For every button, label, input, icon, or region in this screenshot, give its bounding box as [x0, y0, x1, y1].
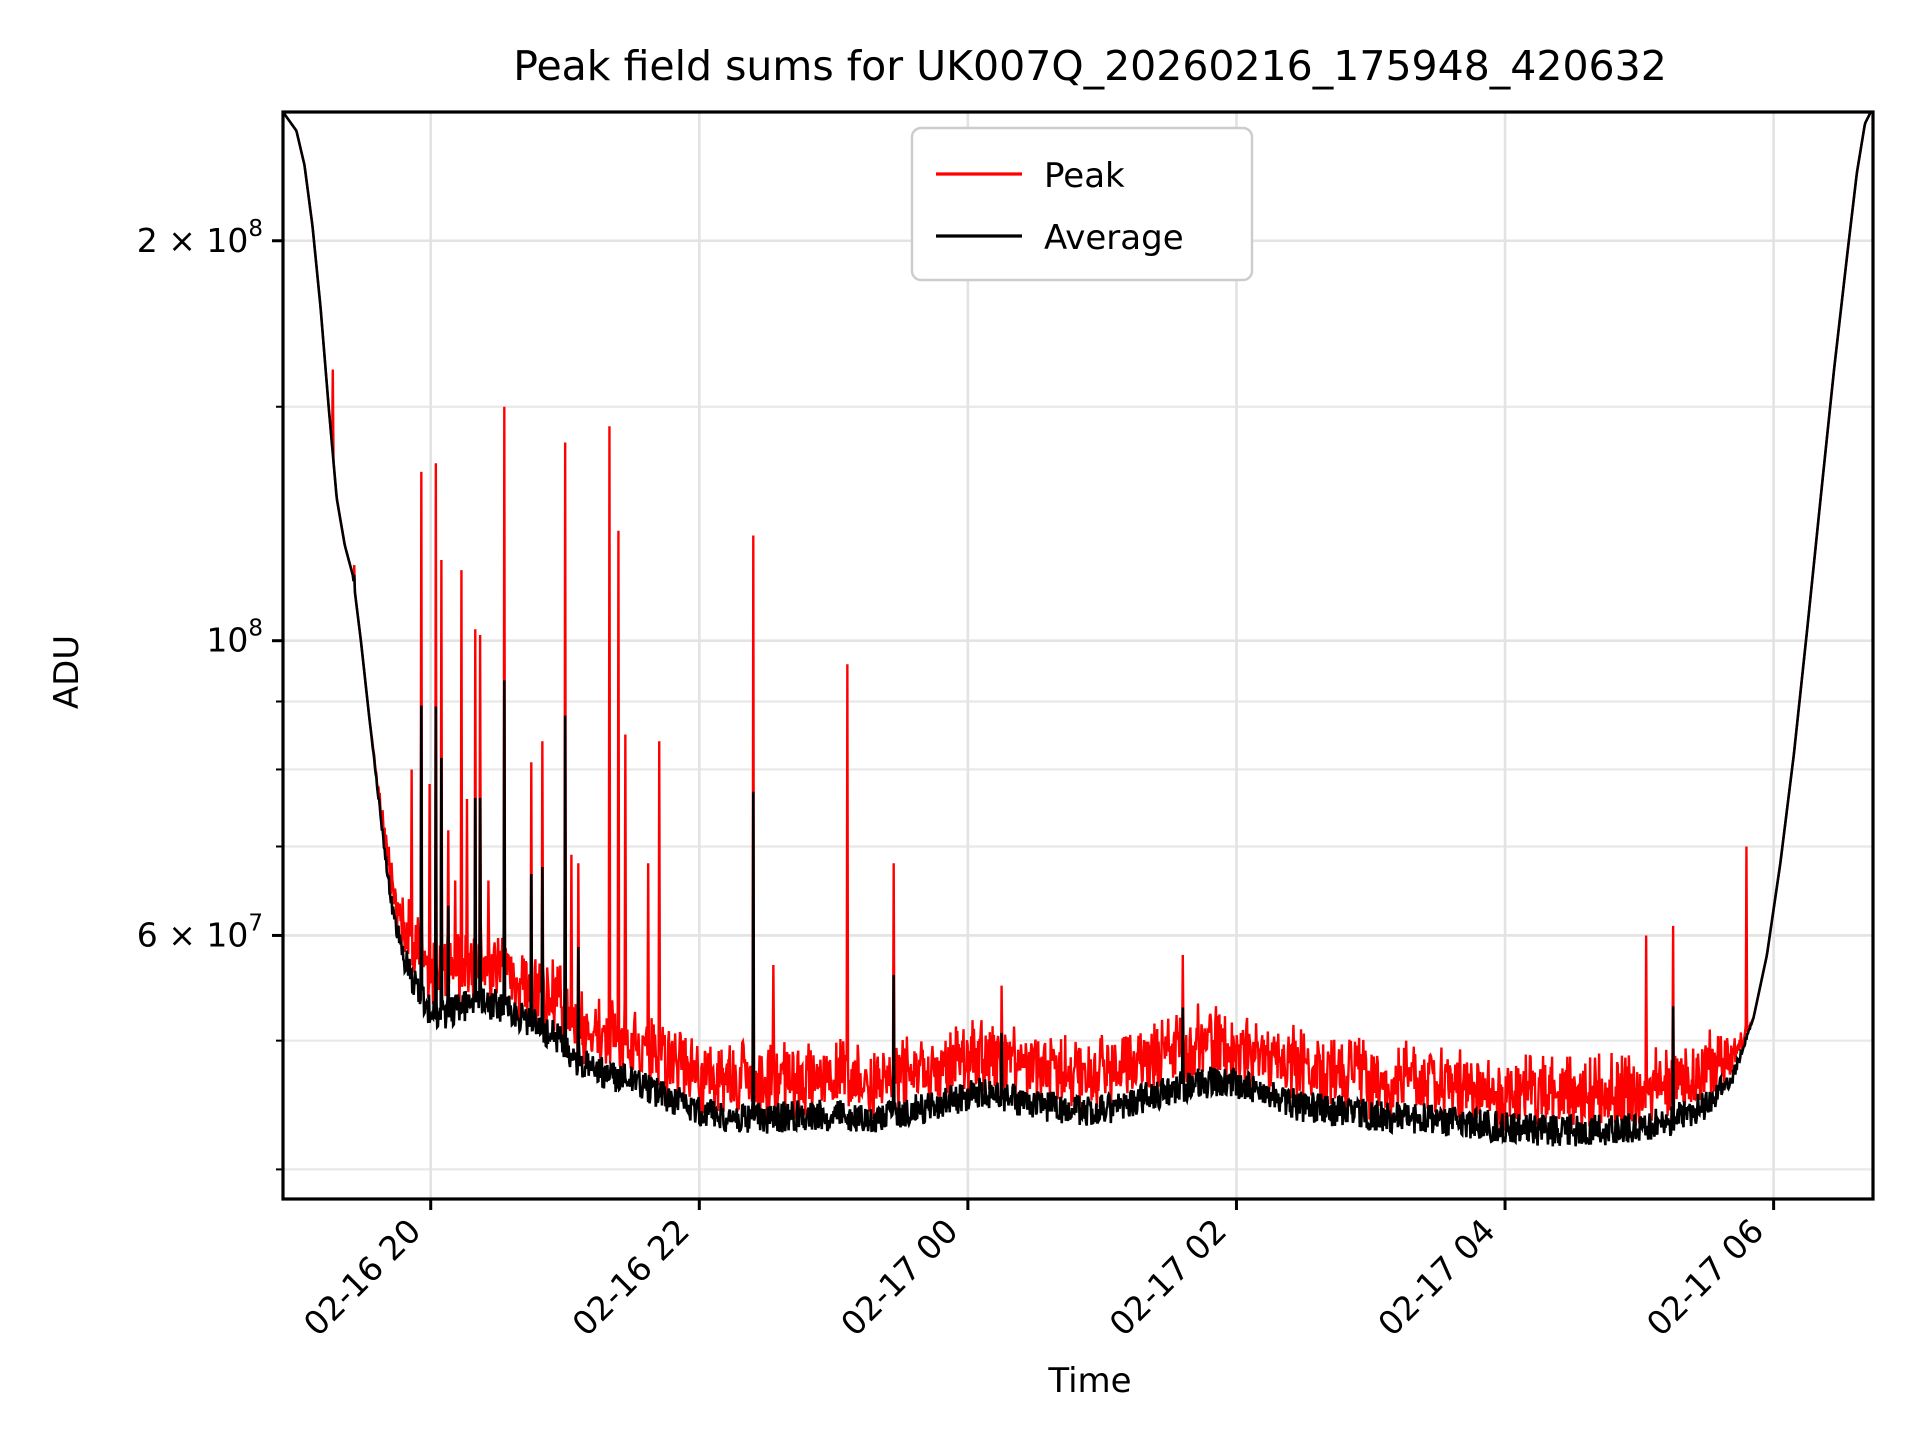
- y-tick-label: 2 × 108: [137, 216, 263, 260]
- chart-legend[interactable]: Peak Average: [910, 126, 1254, 282]
- legend-box: [910, 126, 1254, 282]
- legend-label-average[interactable]: Average: [1044, 218, 1184, 258]
- svg-text:6 × 107: 6 × 107: [137, 910, 263, 954]
- x-axis-label: Time: [1047, 1361, 1131, 1401]
- y-tick-label: 108: [206, 616, 263, 660]
- plot-data-area: [283, 112, 1873, 1147]
- svg-text:2 × 108: 2 × 108: [137, 216, 263, 260]
- series-average-line: [283, 112, 1873, 1147]
- legend-label-peak[interactable]: Peak: [1044, 156, 1125, 196]
- axes-frame: [281, 110, 1875, 1201]
- chart-title: Peak field sums for UK007Q_20260216_1759…: [513, 42, 1667, 90]
- y-tick-label: 6 × 107: [137, 910, 263, 954]
- series-peak-line: [283, 112, 1873, 1136]
- svg-text:108: 108: [206, 616, 263, 660]
- y-axis-label: ADU: [47, 635, 87, 709]
